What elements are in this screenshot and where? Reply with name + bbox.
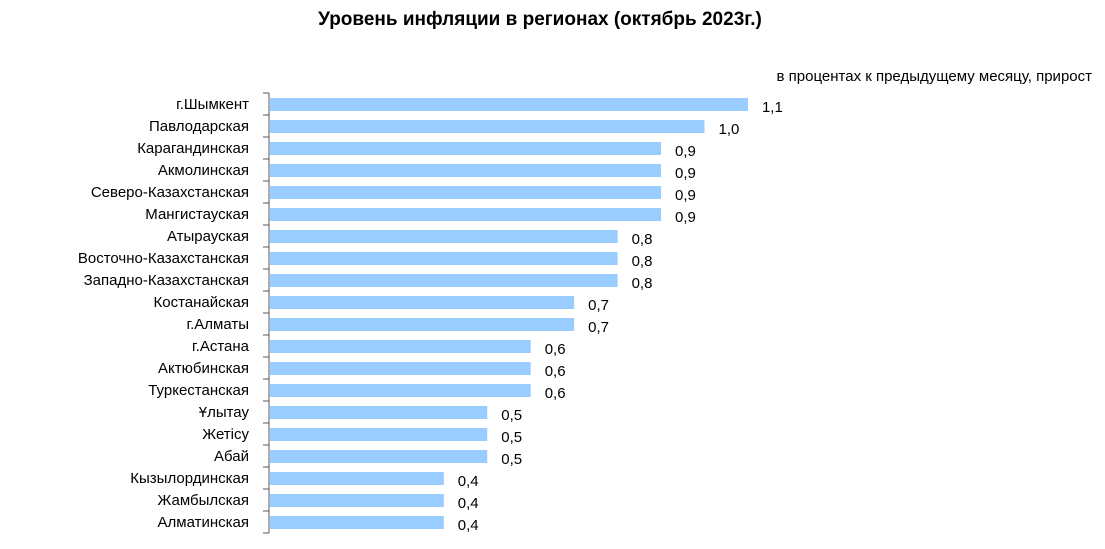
chart-title: Уровень инфляции в регионах (октябрь 202… bbox=[318, 9, 762, 30]
category-label: Мангистауская bbox=[145, 206, 249, 223]
value-label: 0,6 bbox=[545, 363, 566, 380]
bar bbox=[270, 384, 531, 397]
bar bbox=[270, 362, 531, 375]
category-label: г.Шымкент bbox=[176, 96, 249, 113]
category-label: Ұлытау bbox=[199, 404, 250, 421]
category-label: Актюбинская bbox=[158, 360, 249, 377]
category-label: Северо-Казахстанская bbox=[91, 184, 249, 201]
value-label: 0,5 bbox=[501, 451, 522, 468]
bar bbox=[270, 296, 575, 309]
bar bbox=[270, 230, 618, 243]
bar bbox=[270, 340, 531, 353]
bar bbox=[270, 516, 444, 529]
category-label: Костанайская bbox=[154, 294, 250, 311]
bar bbox=[270, 252, 618, 265]
category-label: Кызылординская bbox=[130, 470, 249, 487]
bar bbox=[270, 208, 662, 221]
bar bbox=[270, 142, 662, 155]
category-label: г.Алматы bbox=[186, 316, 249, 333]
value-label: 0,9 bbox=[675, 165, 696, 182]
value-label: 0,7 bbox=[588, 297, 609, 314]
category-label: Атырауская bbox=[167, 228, 249, 245]
bar bbox=[270, 186, 662, 199]
value-label: 0,8 bbox=[632, 231, 653, 248]
category-label: Западно-Казахстанская bbox=[84, 272, 249, 289]
value-label: 0,9 bbox=[675, 143, 696, 160]
bar bbox=[270, 494, 444, 507]
category-label: Абай bbox=[214, 448, 249, 465]
value-label: 0,7 bbox=[588, 319, 609, 336]
value-label: 0,8 bbox=[632, 275, 653, 292]
value-label: 1,1 bbox=[762, 99, 783, 116]
value-label: 0,6 bbox=[545, 341, 566, 358]
category-label: Алматинская bbox=[158, 514, 249, 531]
bar bbox=[270, 120, 705, 133]
category-label: г.Астана bbox=[192, 338, 250, 355]
category-label: Жетісу bbox=[202, 426, 249, 443]
category-label: Карагандинская bbox=[137, 140, 249, 157]
value-label: 0,8 bbox=[632, 253, 653, 270]
bar bbox=[270, 274, 618, 287]
bar bbox=[270, 428, 488, 441]
value-label: 0,5 bbox=[501, 407, 522, 424]
value-label: 0,4 bbox=[458, 495, 479, 512]
category-label: Туркестанская bbox=[148, 382, 249, 399]
bar bbox=[270, 406, 488, 419]
category-label: Павлодарская bbox=[149, 118, 249, 135]
category-label: Акмолинская bbox=[158, 162, 249, 179]
value-label: 0,6 bbox=[545, 385, 566, 402]
bar bbox=[270, 472, 444, 485]
bar bbox=[270, 164, 662, 177]
bar bbox=[270, 98, 748, 111]
chart-subtitle: в процентах к предыдущему месяцу, прирос… bbox=[776, 68, 1092, 85]
value-label: 0,4 bbox=[458, 517, 479, 534]
bar bbox=[270, 318, 575, 331]
value-label: 0,4 bbox=[458, 473, 479, 490]
value-label: 0,9 bbox=[675, 187, 696, 204]
category-label: Восточно-Казахстанская bbox=[78, 250, 249, 267]
value-label: 1,0 bbox=[719, 121, 740, 138]
category-label: Жамбылская bbox=[158, 492, 250, 509]
value-label: 0,9 bbox=[675, 209, 696, 226]
value-label: 0,5 bbox=[501, 429, 522, 446]
bar bbox=[270, 450, 488, 463]
